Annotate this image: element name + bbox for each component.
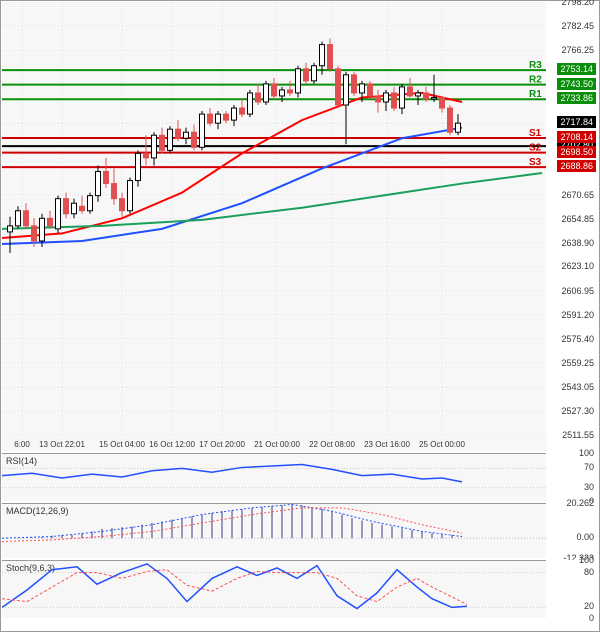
trading-chart[interactable]: R3 R2 R1 S1 S2 S3 2798.202782.452766.252753.1… — [0, 0, 600, 632]
time-x-axis: 6:0013 Oct 22:0115 Oct 04:0016 Oct 12:00… — [2, 435, 547, 451]
macd-svg — [2, 504, 546, 558]
svg-text:S3: S3 — [529, 157, 542, 168]
price-svg: R3 R2 R1 S1 S2 S3 — [2, 2, 547, 435]
rsi-y-axis: 10070300 — [546, 453, 598, 501]
price-y-axis: 2798.202782.452766.252753.142743.502733.… — [546, 2, 598, 435]
stoch-panel[interactable]: Stoch(9,6,3) — [2, 560, 547, 618]
macd-panel[interactable]: MACD(12,26,9) — [2, 503, 547, 558]
stoch-y-axis: 10080200 — [546, 560, 598, 618]
stoch-svg — [2, 561, 546, 618]
price-chart-panel[interactable]: R3 R2 R1 S1 S2 S3 — [2, 2, 547, 435]
macd-y-axis: 20.2620.00-12.323 — [546, 503, 598, 558]
svg-text:R1: R1 — [529, 89, 542, 100]
rsi-panel[interactable]: RSI(14) — [2, 453, 547, 501]
svg-text:R3: R3 — [529, 60, 542, 71]
svg-text:S1: S1 — [529, 128, 542, 139]
rsi-svg — [2, 454, 546, 501]
svg-text:R2: R2 — [529, 75, 542, 86]
svg-text:S2: S2 — [529, 143, 542, 154]
